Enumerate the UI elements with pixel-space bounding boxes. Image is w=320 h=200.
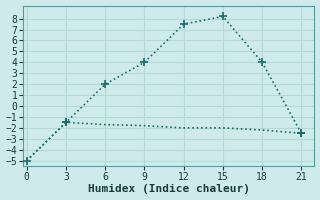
X-axis label: Humidex (Indice chaleur): Humidex (Indice chaleur) [88,184,250,194]
